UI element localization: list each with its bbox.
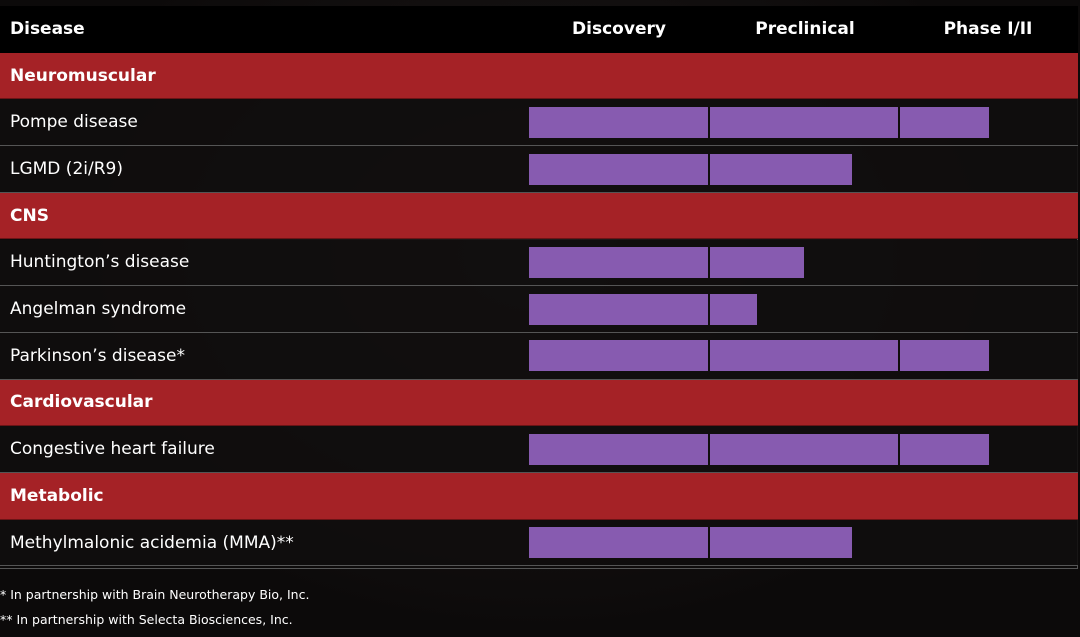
progress-bar <box>900 340 989 372</box>
progress-bar <box>710 247 804 278</box>
group-header: Cardiovascular <box>0 379 1078 427</box>
progress-bar <box>529 247 708 278</box>
progress-bar <box>710 340 898 372</box>
column-header: Discovery <box>529 6 709 53</box>
column-header: Phase I/II <box>898 6 1078 53</box>
progress-bar <box>529 293 708 325</box>
footnote: * In partnership with Brain Neurotherapy… <box>0 586 310 602</box>
progress-bar <box>529 106 708 138</box>
progress-bar <box>529 340 708 372</box>
progress-bar <box>900 433 989 465</box>
progress-bar <box>710 106 898 138</box>
column-header: Disease <box>10 6 85 53</box>
pipeline-table: Disease Discovery Preclinical Phase I/II Neu… <box>0 6 1078 569</box>
progress-bar <box>710 153 852 185</box>
progress-bar <box>710 293 757 325</box>
progress-bar <box>710 527 852 559</box>
group-header: Metabolic <box>0 473 1078 520</box>
footnote: ** In partnership with Selecta Bioscienc… <box>0 611 293 627</box>
group-header: Neuromuscular <box>0 52 1078 100</box>
column-header: Preclinical <box>715 6 895 53</box>
progress-bar <box>710 433 898 465</box>
group-header: CNS <box>0 192 1078 240</box>
progress-bar <box>529 527 708 559</box>
progress-bar <box>900 106 989 138</box>
progress-bar <box>529 153 708 185</box>
progress-bar <box>529 433 708 465</box>
